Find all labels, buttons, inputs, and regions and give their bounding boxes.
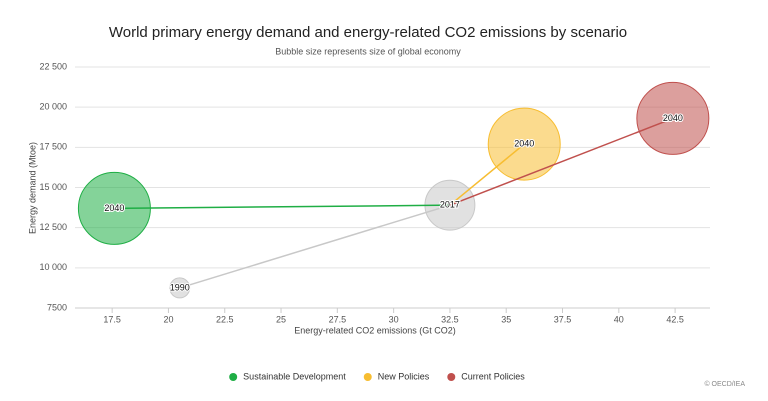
x-tick-label: 22.5 <box>216 314 234 324</box>
x-tick-label: 20 <box>163 314 173 324</box>
y-tick-label: 17 500 <box>39 142 67 152</box>
legend-marker <box>447 373 456 381</box>
point-label: 2040 <box>514 138 534 148</box>
legend-marker <box>363 373 372 381</box>
x-tick-label: 37.5 <box>554 314 572 324</box>
x-tick-label: 35 <box>501 314 511 324</box>
y-tick-label: 7500 <box>47 302 67 312</box>
x-axis-title: Energy-related CO2 emissions (Gt CO2) <box>294 325 456 335</box>
x-tick-label: 42.5 <box>666 314 684 324</box>
bubble <box>169 277 191 299</box>
credit: © OECD/IEA <box>704 380 745 388</box>
x-tick-label: 25 <box>276 314 286 324</box>
y-tick-label: 22 500 <box>39 61 67 71</box>
point-label: 2017 <box>440 200 460 210</box>
chart-subtitle: Bubble size represents size of global ec… <box>275 46 461 56</box>
scenario-line <box>449 117 674 206</box>
y-axis-title: Energy demand (Mtoe) <box>27 142 37 234</box>
x-tick-label: 30 <box>389 314 399 324</box>
scenario-line <box>114 204 450 210</box>
y-tick-label: 12 500 <box>39 222 67 232</box>
legend-item: Sustainable Development <box>229 371 346 381</box>
legend-label: Sustainable Development <box>243 371 346 381</box>
legend-item: Current Policies <box>447 371 525 381</box>
scenario-line <box>449 143 525 206</box>
y-tick-label: 15 000 <box>39 182 67 192</box>
chart-title: World primary energy demand and energy-r… <box>109 24 627 41</box>
point-label: 2040 <box>663 113 683 123</box>
y-tick-label: 20 000 <box>39 102 67 112</box>
legend-label: Current Policies <box>461 371 525 381</box>
x-tick-label: 17.5 <box>103 314 121 324</box>
y-tick-label: 10 000 <box>39 262 67 272</box>
legend-marker <box>229 373 238 381</box>
legend-item: New Policies <box>363 371 430 381</box>
point-label: 2040 <box>104 203 124 213</box>
point-label: 1990 <box>170 282 190 292</box>
x-tick-label: 27.5 <box>329 314 347 324</box>
x-tick-label: 40 <box>614 314 624 324</box>
history-line <box>179 204 451 289</box>
x-tick-label: 32.5 <box>441 314 459 324</box>
legend-label: New Policies <box>378 371 430 381</box>
